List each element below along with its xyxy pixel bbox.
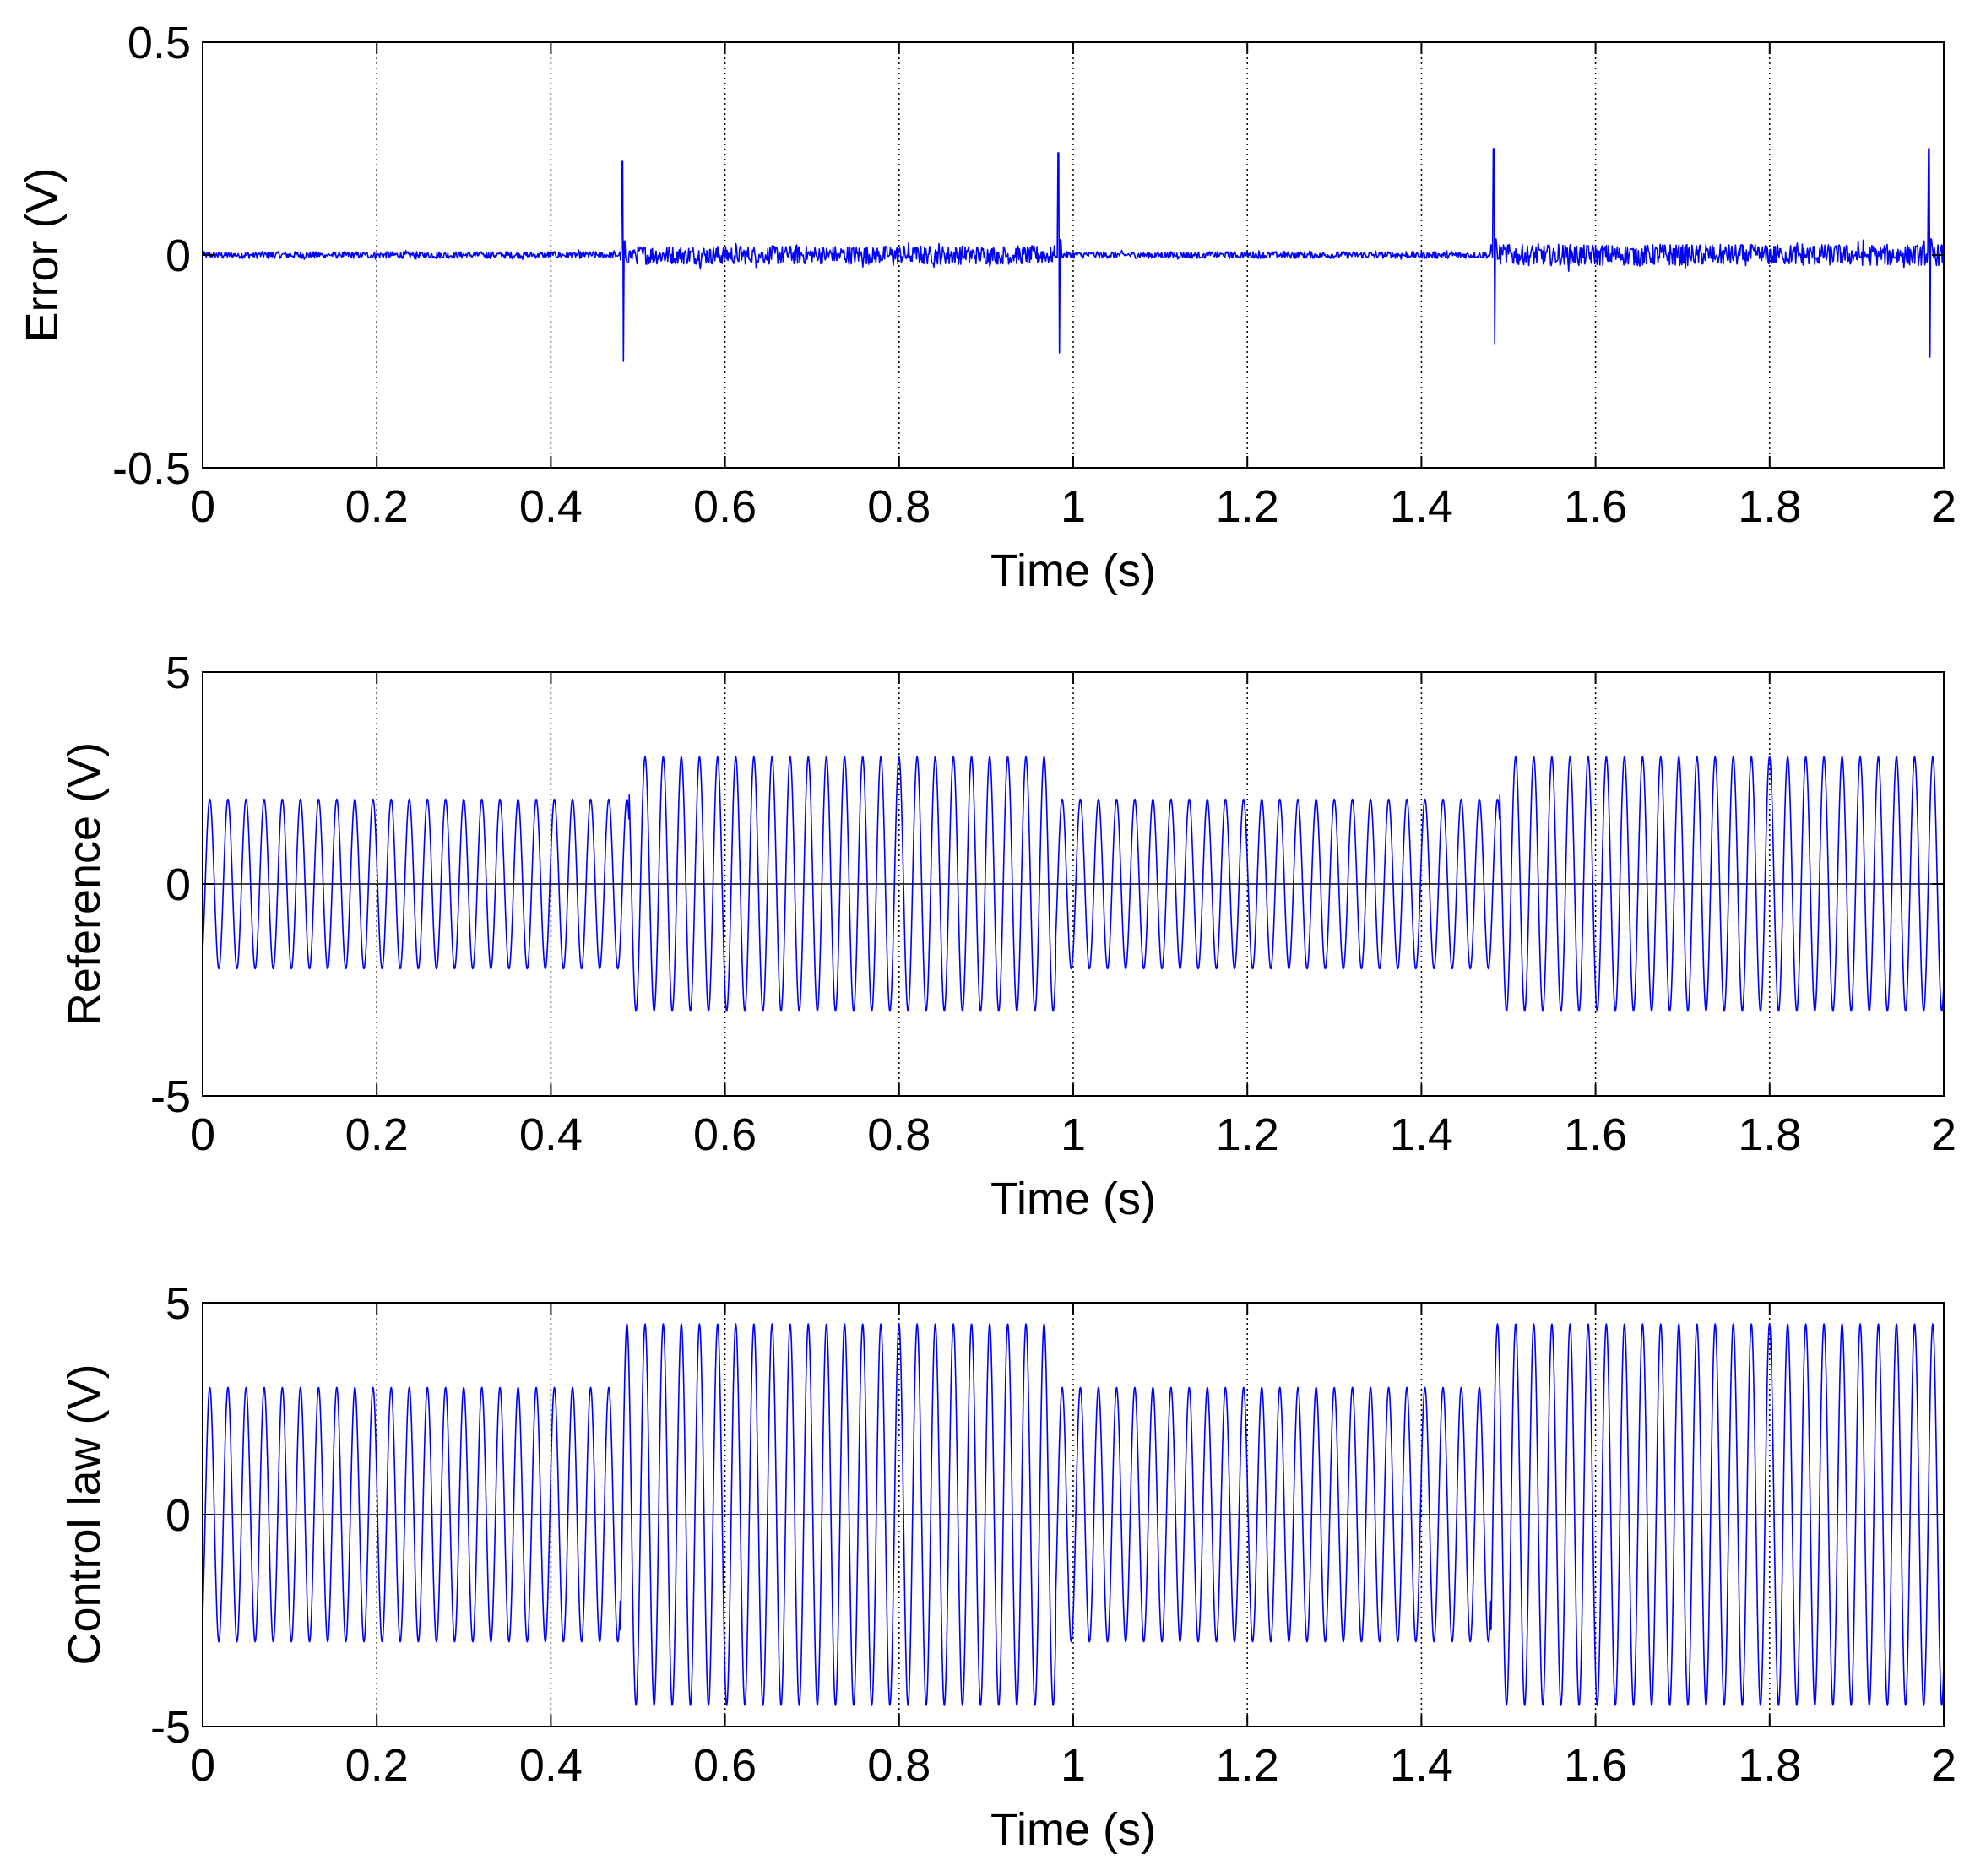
control-law-y-tick-label: 0 <box>165 1490 191 1541</box>
reference-x-tick-label: 1.8 <box>1738 1109 1801 1160</box>
control-law-x-tick-label: 0 <box>190 1740 215 1791</box>
error-x-ticks: 0 0.2 0.4 0.6 0.8 1 1.2 1.4 1.6 1.8 2 <box>190 42 1956 532</box>
control-law-x-tick-label: 1.4 <box>1390 1740 1453 1791</box>
error-x-tick-label: 0.4 <box>519 481 583 532</box>
reference-x-tick-label: 1.2 <box>1216 1109 1279 1160</box>
error-x-tick-label: 0.6 <box>693 481 757 532</box>
error-x-axis-label: Time (s) <box>990 545 1156 596</box>
error-x-tick-label: 1.2 <box>1216 481 1279 532</box>
reference-x-tick-label: 2 <box>1931 1109 1956 1160</box>
error-y-tick-label: 0.5 <box>128 18 191 68</box>
control-law-x-tick-label: 0.8 <box>867 1740 931 1791</box>
error-x-tick-label: 1.4 <box>1390 481 1453 532</box>
control-law-x-tick-label: 0.6 <box>693 1740 757 1791</box>
control-law-y-tick-label: 5 <box>165 1278 191 1329</box>
control-law-x-axis-label: Time (s) <box>990 1804 1156 1855</box>
control-law-trace <box>202 1323 1945 1706</box>
error-x-tick-label: 1.8 <box>1738 481 1801 532</box>
error-y-ticks: -0.5 0 0.5 <box>112 18 1944 494</box>
control-law-y-ticks: -5 0 5 <box>150 1278 1944 1753</box>
error-trace <box>202 148 1945 362</box>
control-law-x-tick-label: 2 <box>1931 1740 1956 1791</box>
control-law-x-ticks: 0 0.2 0.4 0.6 0.8 1 1.2 1.4 1.6 1.8 2 <box>190 1303 1956 1791</box>
error-x-tick-label: 0.2 <box>345 481 409 532</box>
reference-x-tick-label: 0.4 <box>519 1109 583 1160</box>
reference-x-ticks: 0 0.2 0.4 0.6 0.8 1 1.2 1.4 1.6 1.8 2 <box>190 672 1956 1160</box>
error-x-tick-label: 2 <box>1931 481 1956 532</box>
reference-y-ticks: -5 0 5 <box>150 648 1944 1122</box>
error-series-line <box>202 148 1945 362</box>
reference-trace <box>202 756 1945 1012</box>
reference-series-line <box>202 756 1945 1012</box>
control-law-x-tick-label: 1 <box>1061 1740 1086 1791</box>
control-law-x-tick-label: 1.6 <box>1564 1740 1627 1791</box>
error-x-tick-label: 1 <box>1061 481 1086 532</box>
control-law-subplot: 0 0.2 0.4 0.6 0.8 1 1.2 1.4 1.6 1.8 2 -505 Time (s… <box>59 1278 1956 1855</box>
error-x-tick-label: 0.8 <box>867 481 931 532</box>
reference-y-tick-label: 0 <box>165 859 191 910</box>
reference-subplot: 0 0.2 0.4 0.6 0.8 1 1.2 1.4 1.6 1.8 2 -505 Time (s… <box>59 648 1956 1224</box>
control-law-series-line <box>202 1323 1945 1706</box>
error-x-tick-label: 0 <box>190 481 215 532</box>
reference-x-tick-label: 0.6 <box>693 1109 757 1160</box>
error-y-axis-label: Error (V) <box>17 168 68 343</box>
reference-y-tick-label: -5 <box>150 1071 191 1122</box>
control-law-x-tick-label: 0.4 <box>519 1740 583 1791</box>
error-y-tick-label: 0 <box>165 230 191 281</box>
control-law-x-tick-label: 1.8 <box>1738 1740 1801 1791</box>
control-law-x-tick-label: 1.2 <box>1216 1740 1279 1791</box>
error-subplot: 0 0.2 0.4 0.6 0.8 1 1.2 1.4 1.6 1.8 2 -0.500.5 Tim… <box>17 18 1956 596</box>
reference-y-axis-label: Reference (V) <box>59 742 110 1026</box>
control-law-y-tick-label: -5 <box>150 1702 191 1753</box>
error-y-tick-label: -0.5 <box>112 443 191 494</box>
control-law-y-axis-label: Control law (V) <box>59 1364 110 1665</box>
reference-x-tick-label: 1.4 <box>1390 1109 1453 1160</box>
reference-x-tick-label: 0.2 <box>345 1109 409 1160</box>
reference-x-tick-label: 1.6 <box>1564 1109 1627 1160</box>
error-x-tick-label: 1.6 <box>1564 481 1627 532</box>
reference-x-tick-label: 0.8 <box>867 1109 931 1160</box>
reference-x-tick-label: 1 <box>1061 1109 1086 1160</box>
control-law-x-tick-label: 0.2 <box>345 1740 409 1791</box>
reference-x-tick-label: 0 <box>190 1109 215 1160</box>
reference-x-axis-label: Time (s) <box>990 1174 1156 1224</box>
reference-y-tick-label: 5 <box>165 648 191 698</box>
